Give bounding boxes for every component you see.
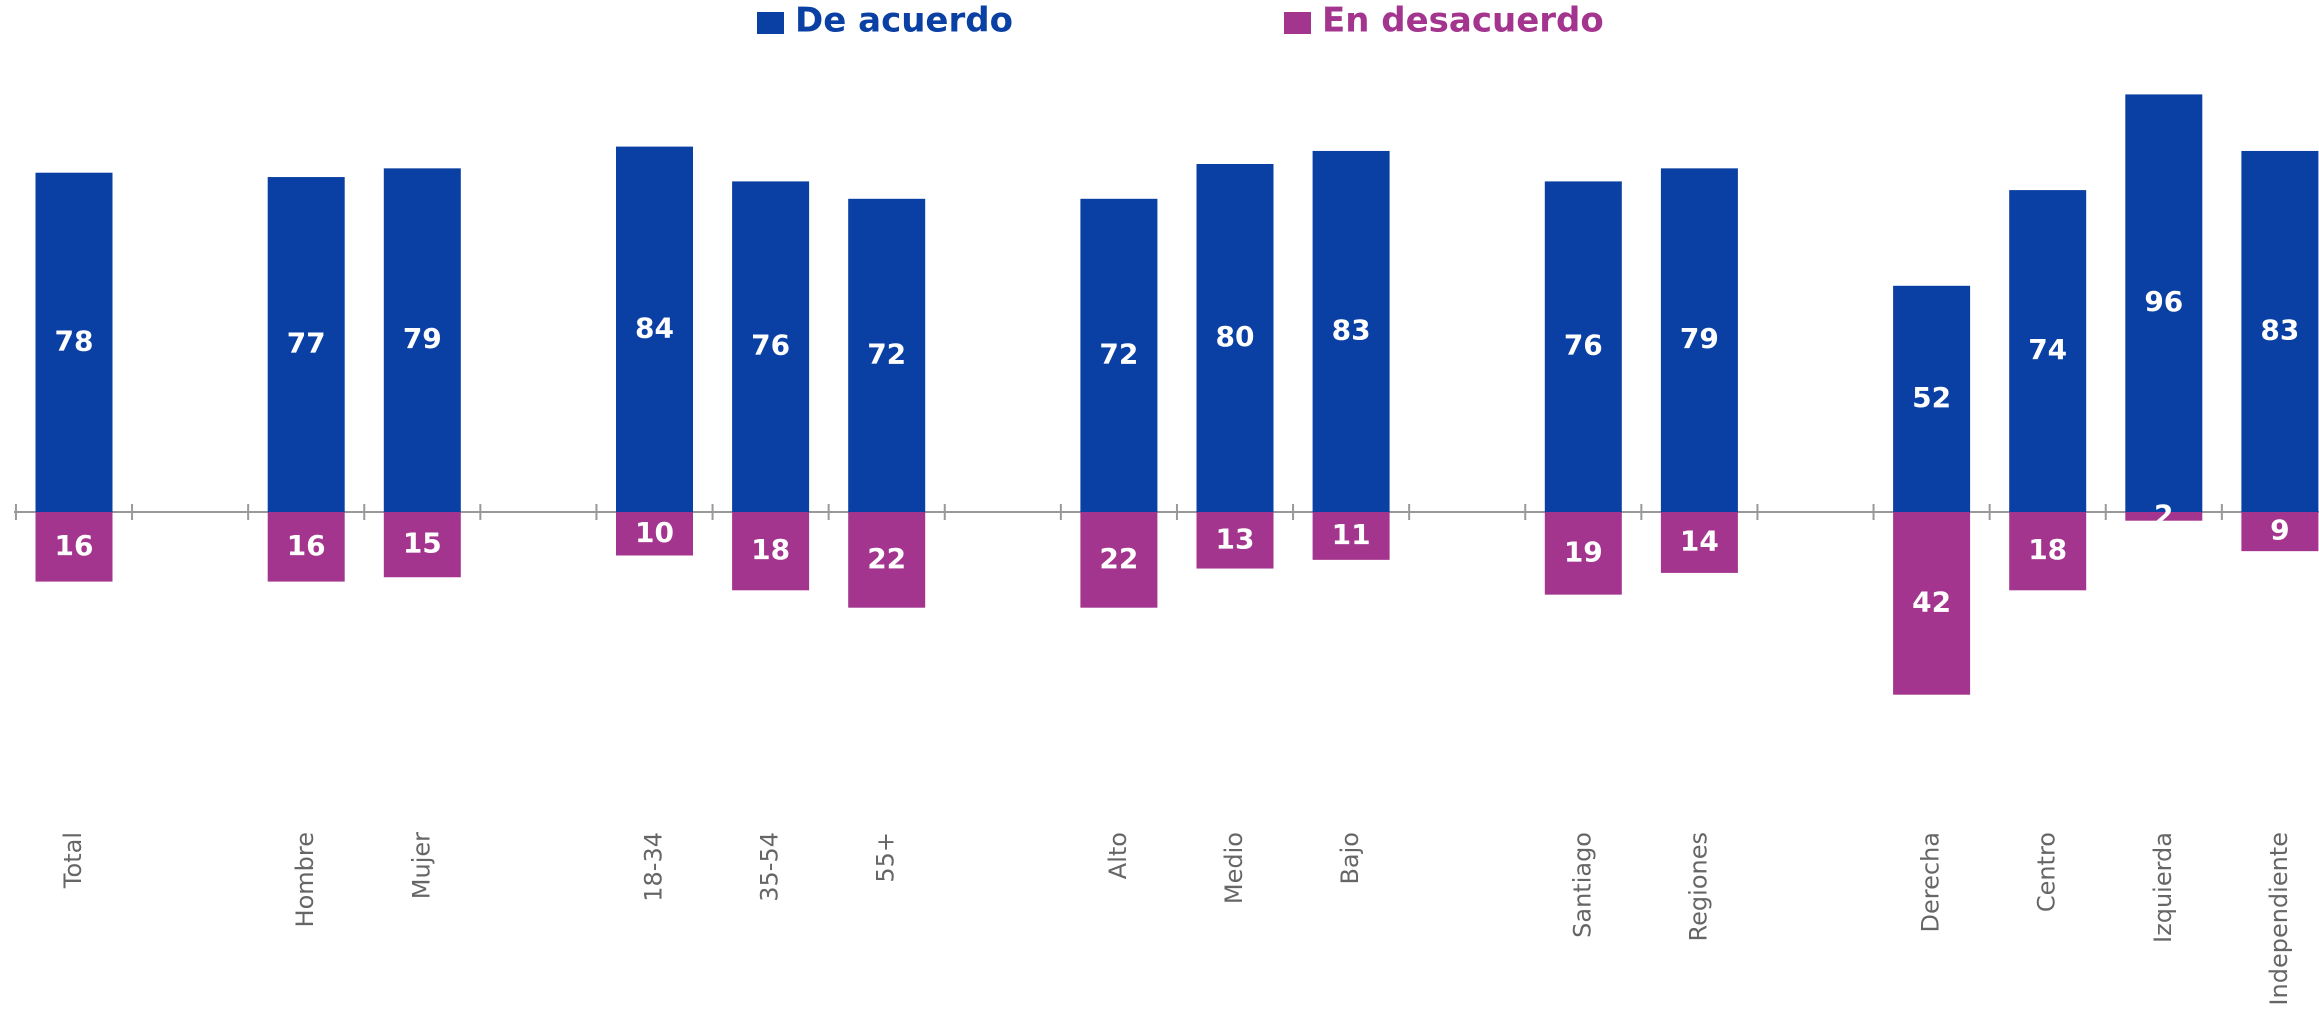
value-label: 84 [635,311,674,344]
value-label: 72 [1099,337,1138,370]
bar [267,512,345,582]
bar [1080,198,1158,513]
bar [2241,150,2319,512]
value-label: 80 [1216,320,1255,353]
value-label: 72 [867,337,906,370]
value-label: 13 [1216,522,1255,555]
bar [35,172,113,512]
value-label: 83 [2260,313,2299,346]
bar [2009,190,2087,512]
legend-label: En desacuerdo [1322,1,1604,41]
bar [1660,168,1738,512]
bar [732,181,810,512]
x-tick-label: Izquierda [2149,832,2177,943]
x-tick-label: Derecha [1917,832,1945,932]
bar [1660,512,1738,573]
bar [1544,512,1622,595]
bar [267,177,345,513]
bar [1893,285,1971,512]
x-tick-label: Regiones [1684,832,1712,941]
value-label: 18 [2028,533,2067,566]
bar [616,146,693,512]
x-tick-label: Hombre [291,832,319,927]
value-label: 19 [1564,535,1603,568]
value-label: 9 [2270,514,2289,547]
bar [1312,512,1390,560]
x-tick-label: Medio [1220,832,1248,904]
legend-swatch [1284,12,1311,34]
value-label: 77 [287,327,326,360]
x-tick-label: 35-54 [756,832,784,902]
value-label: 22 [867,542,906,575]
bar [2125,94,2203,513]
x-tick-label: Centro [2033,832,2061,912]
bar [1893,512,1971,695]
x-tick-label: Alto [1104,832,1132,879]
value-label: 74 [2028,333,2067,366]
value-label: 15 [403,527,442,560]
bar [1312,150,1390,512]
value-label: 79 [403,322,442,355]
x-tick-label: Santiago [1568,832,1596,938]
value-label: 18 [751,533,790,566]
bar [1196,512,1274,569]
bar [383,168,461,512]
value-label: 76 [1564,329,1603,362]
x-tick-label: Total [59,832,87,889]
value-label: 76 [751,329,790,362]
value-label: 79 [1680,322,1719,355]
value-label: 14 [1680,524,1719,557]
bar [35,512,113,582]
bar [1080,512,1158,608]
x-tick-label: 18-34 [640,832,668,902]
value-label: 16 [55,529,94,562]
value-label: 96 [2144,285,2183,318]
value-label: 22 [1099,542,1138,575]
value-label: 11 [1332,518,1371,551]
legend-label: De acuerdo [795,1,1013,41]
bar [1196,164,1274,512]
bar [383,512,461,578]
x-tick-label: Mujer [407,832,435,899]
bar [2241,512,2319,552]
value-label: 16 [287,529,326,562]
value-label: 42 [1912,585,1951,618]
value-label: 10 [635,516,674,549]
bar [2009,512,2087,591]
bar [616,512,693,556]
legend-swatch [757,12,784,34]
bar [732,512,810,591]
value-label: 52 [1912,381,1951,414]
bar [2125,512,2203,521]
x-tick-label: Independiente [2265,832,2293,1006]
value-label: 2 [2154,498,2173,531]
x-tick-label: Bajo [1336,832,1364,885]
x-tick-label: 55+ [872,832,900,883]
bar [848,198,926,513]
bar [1544,181,1622,512]
value-label: 83 [1332,313,1371,346]
value-label: 78 [55,324,94,357]
bar [848,512,926,608]
